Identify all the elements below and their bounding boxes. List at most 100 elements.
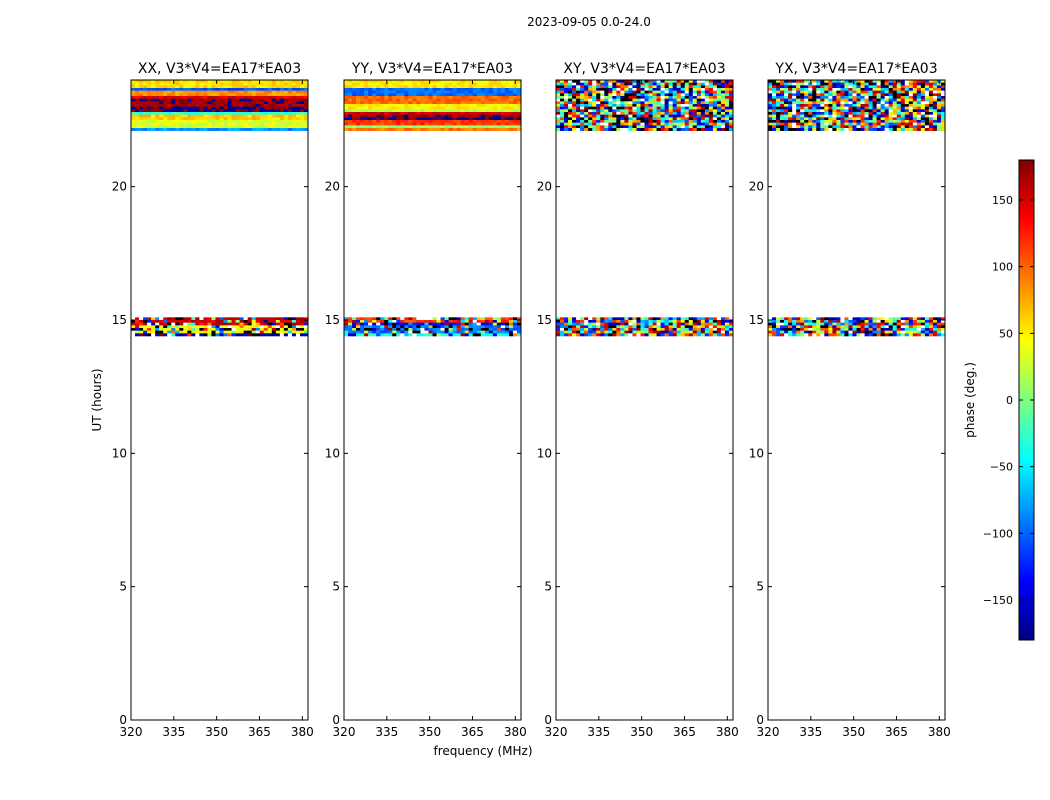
- heatmap-cell: [828, 120, 833, 123]
- heatmap-cell: [211, 93, 216, 97]
- heatmap-cell: [231, 320, 236, 323]
- heatmap-cell: [908, 120, 914, 123]
- heatmap-cell: [592, 330, 597, 334]
- heatmap-cell: [896, 122, 902, 126]
- heatmap-cell: [151, 125, 156, 129]
- heatmap-cell: [840, 109, 845, 113]
- heatmap-cell: [416, 114, 421, 118]
- heatmap-cell: [808, 325, 813, 329]
- heatmap-cell: [816, 322, 821, 326]
- heatmap-cell: [576, 114, 581, 118]
- heatmap-cell: [408, 320, 413, 323]
- heatmap-cell: [388, 106, 393, 110]
- heatmap-cell: [360, 106, 365, 110]
- heatmap-cell: [880, 114, 885, 118]
- heatmap-cell: [940, 320, 946, 323]
- heatmap-cell: [596, 101, 601, 105]
- panel-background: [344, 80, 521, 720]
- heatmap-cell: [920, 322, 926, 326]
- heatmap-cell: [404, 317, 409, 321]
- heatmap-cell: [179, 88, 184, 91]
- heatmap-cell: [267, 85, 273, 89]
- heatmap-cell: [179, 317, 184, 321]
- heatmap-cell: [287, 80, 293, 83]
- heatmap-cell: [500, 90, 506, 94]
- heatmap-cell: [572, 317, 577, 321]
- heatmap-cell: [852, 114, 857, 118]
- heatmap-cell: [159, 125, 164, 129]
- heatmap-cell: [428, 114, 433, 118]
- heatmap-cell: [348, 333, 353, 337]
- heatmap-cell: [508, 82, 514, 86]
- heatmap-cell: [167, 128, 172, 131]
- heatmap-cell: [356, 90, 361, 94]
- heatmap-cell: [696, 93, 702, 97]
- heatmap-cell: [900, 109, 906, 113]
- heatmap-cell: [668, 112, 673, 115]
- heatmap-cell: [724, 317, 730, 321]
- heatmap-cell: [640, 104, 645, 107]
- heatmap-cell: [504, 80, 510, 83]
- heatmap-cell: [135, 101, 140, 105]
- heatmap-cell: [183, 128, 188, 131]
- heatmap-cell: [864, 117, 869, 121]
- heatmap-cell: [864, 106, 869, 110]
- heatmap-cell: [600, 96, 605, 99]
- heatmap-cell: [604, 120, 609, 123]
- heatmap-cell: [860, 82, 865, 86]
- heatmap-cell: [888, 125, 893, 129]
- heatmap-cell: [792, 98, 797, 102]
- heatmap-cell: [364, 104, 369, 107]
- heatmap-cell: [808, 322, 813, 326]
- heatmap-cell: [608, 98, 613, 102]
- heatmap-cell: [692, 90, 698, 94]
- heatmap-cell: [560, 85, 565, 89]
- heatmap-cell: [171, 101, 176, 105]
- heatmap-cell: [171, 114, 176, 118]
- heatmap-cell: [788, 101, 793, 105]
- heatmap-cell: [199, 93, 204, 97]
- heatmap-cell: [352, 96, 357, 99]
- heatmap-cell: [572, 117, 577, 121]
- heatmap-cell: [179, 117, 184, 121]
- heatmap-cell: [492, 320, 498, 323]
- heatmap-cell: [812, 90, 817, 94]
- heatmap-cell: [564, 80, 569, 83]
- heatmap-cell: [572, 330, 577, 334]
- heatmap-cell: [600, 328, 605, 331]
- heatmap-cell: [484, 112, 490, 115]
- heatmap-cell: [576, 88, 581, 91]
- heatmap-cell: [688, 128, 694, 131]
- heatmap-cell: [632, 114, 637, 118]
- heatmap-cell: [728, 109, 734, 113]
- heatmap-cell: [824, 90, 829, 94]
- heatmap-cell: [596, 322, 601, 326]
- x-tick-label: 335: [162, 725, 185, 739]
- heatmap-cell: [904, 112, 910, 115]
- heatmap-cell: [416, 98, 421, 102]
- heatmap-cell: [460, 117, 465, 121]
- heatmap-cell: [836, 117, 841, 121]
- heatmap-cell: [376, 117, 381, 121]
- heatmap-cell: [912, 128, 918, 131]
- heatmap-cell: [864, 333, 869, 337]
- heatmap-cell: [360, 98, 365, 102]
- heatmap-cell: [772, 109, 777, 113]
- heatmap-cell: [612, 101, 617, 105]
- heatmap-cell: [219, 85, 224, 89]
- heatmap-cell: [484, 88, 490, 91]
- heatmap-cell: [131, 112, 136, 115]
- heatmap-cell: [856, 98, 861, 102]
- heatmap-cell: [424, 128, 429, 131]
- heatmap-cell: [864, 93, 869, 97]
- heatmap-cell: [616, 85, 621, 89]
- heatmap-cell: [512, 106, 518, 110]
- heatmap-cell: [892, 122, 898, 126]
- heatmap-cell: [231, 98, 236, 102]
- heatmap-cell: [916, 320, 922, 323]
- heatmap-cell: [428, 125, 433, 129]
- heatmap-cell: [632, 98, 637, 102]
- heatmap-cell: [900, 93, 906, 97]
- heatmap-cell: [928, 128, 934, 131]
- heatmap-cell: [496, 125, 502, 129]
